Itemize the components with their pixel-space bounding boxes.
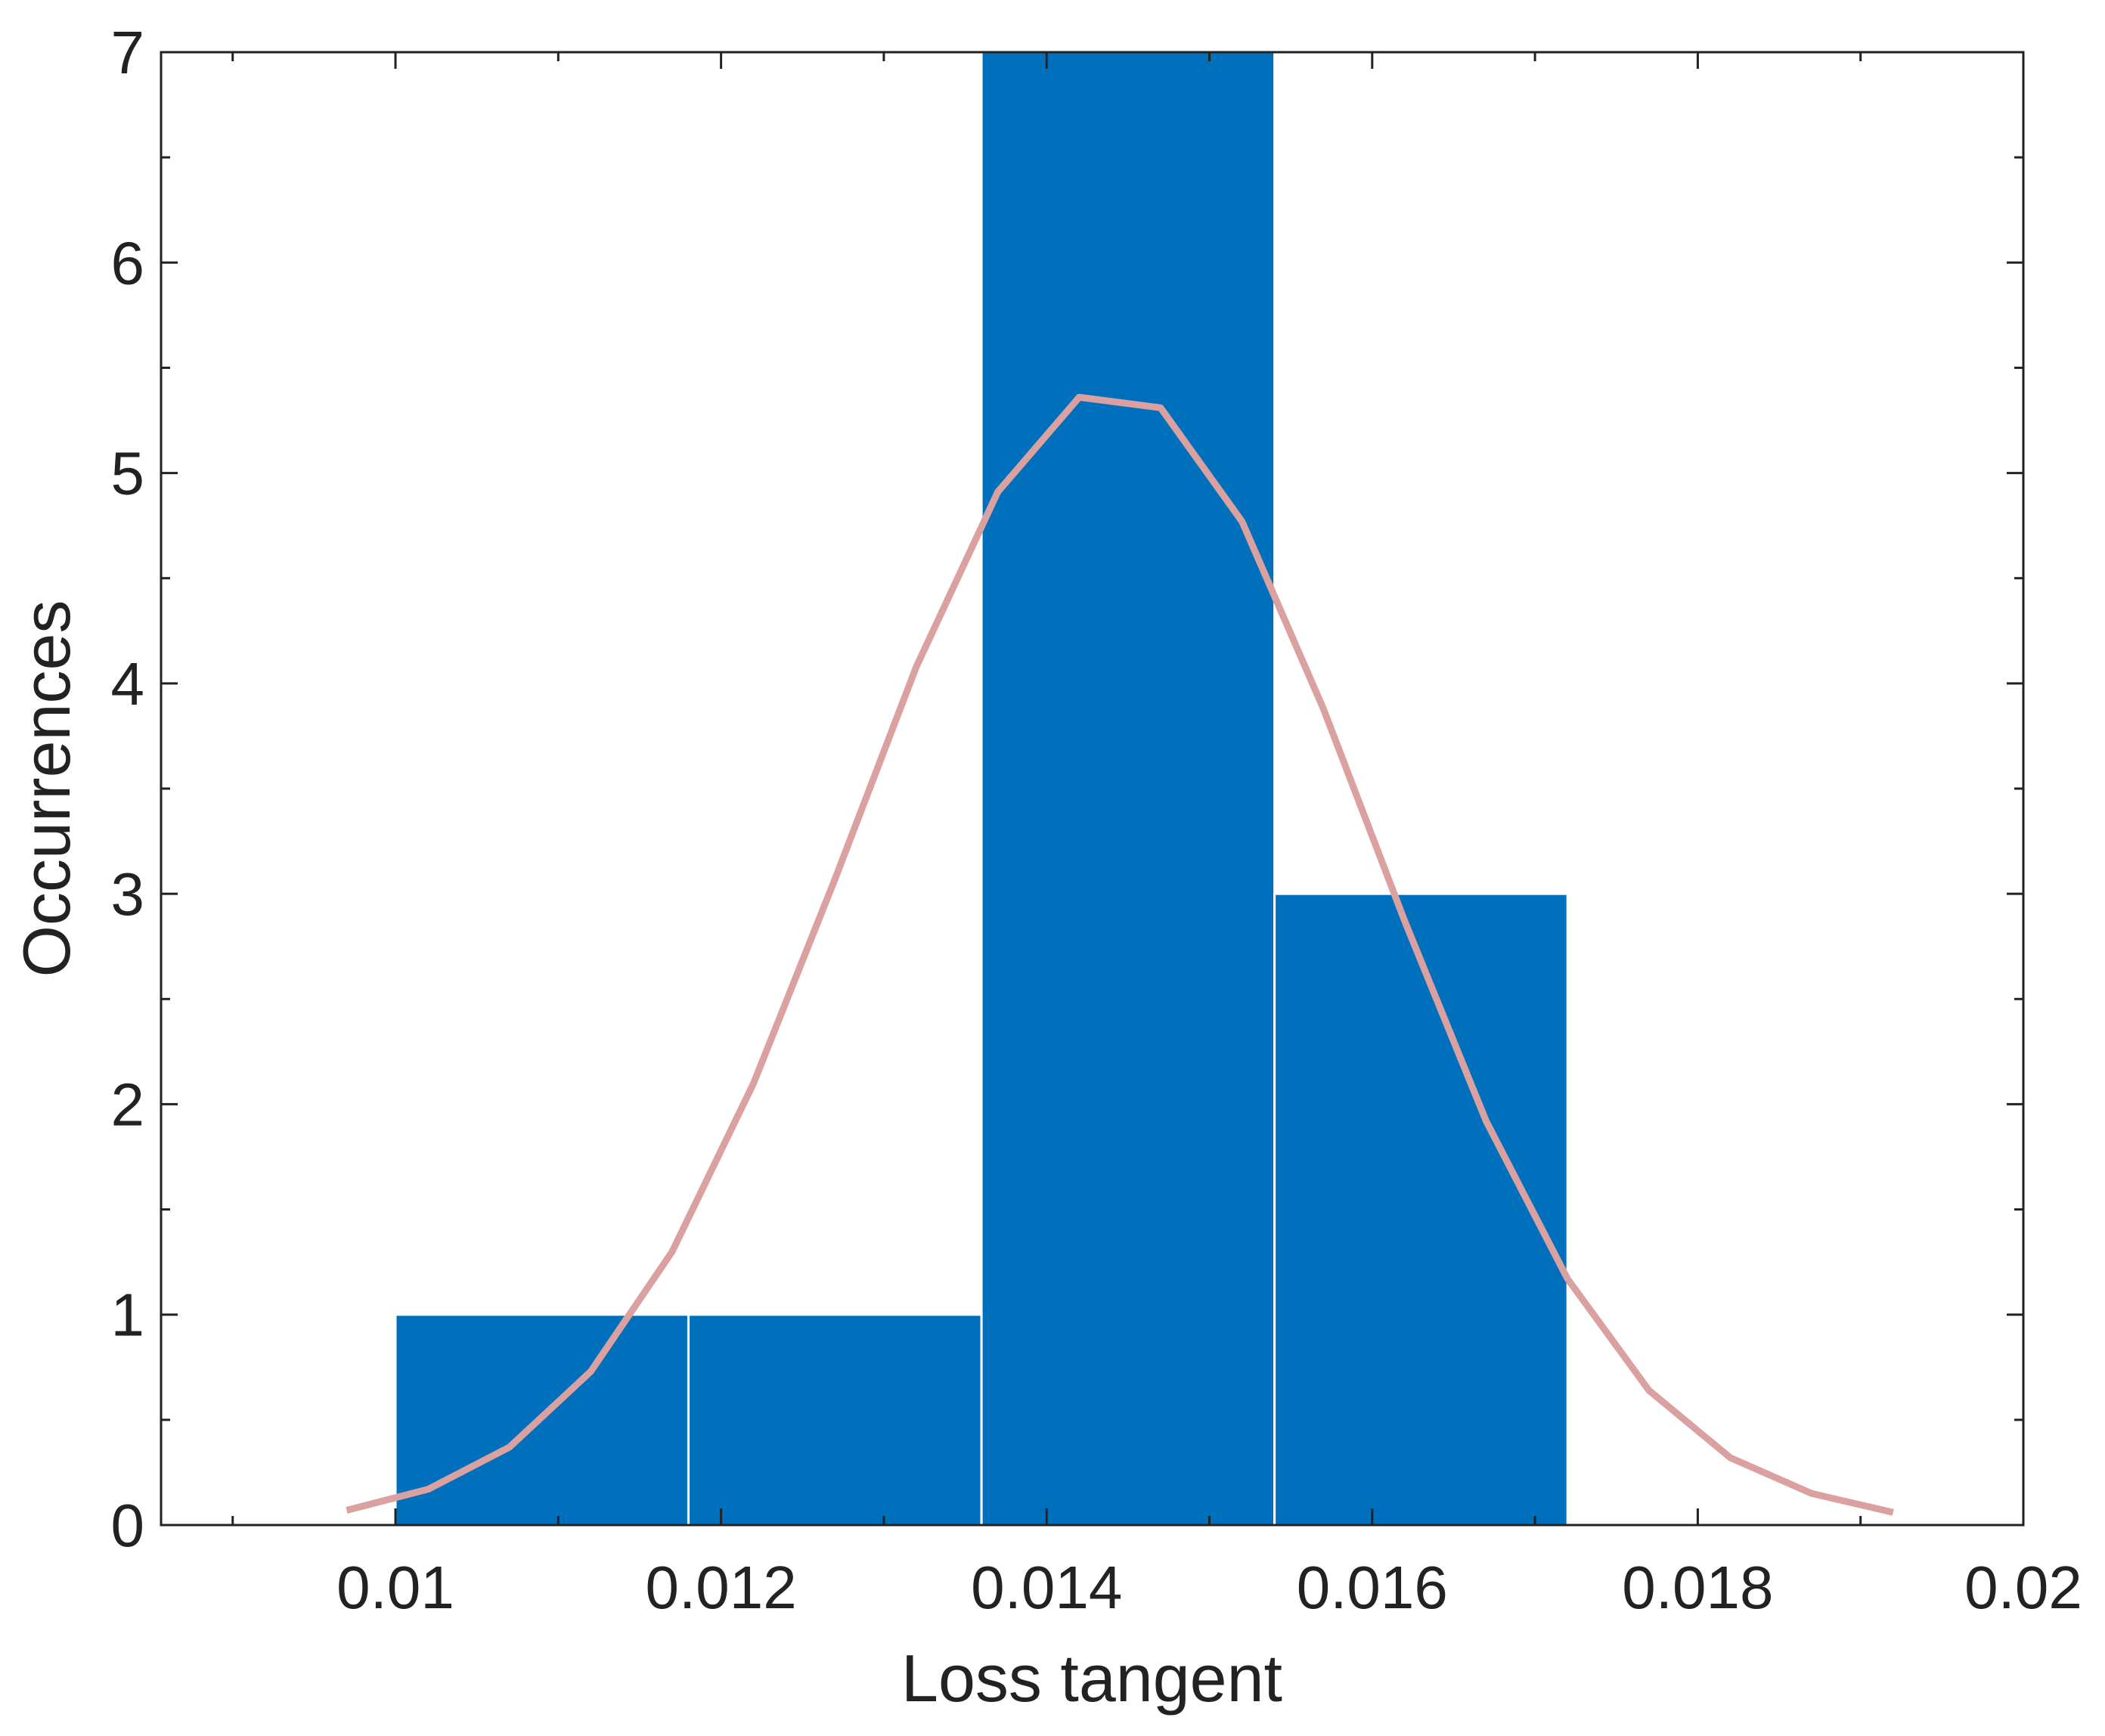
y-tick-label: 0	[111, 1492, 145, 1559]
y-tick-label: 7	[111, 19, 145, 86]
x-tick-label: 0.02	[1964, 1554, 2082, 1621]
x-tick-label: 0.018	[1622, 1554, 1773, 1621]
bar	[1273, 892, 1569, 1527]
fit-curve	[346, 393, 1894, 1516]
y-axis-label: Occurrences	[9, 600, 84, 978]
y-tick-label: 4	[111, 650, 145, 718]
bar	[980, 51, 1276, 1527]
y-tick-label: 5	[111, 440, 145, 507]
y-tick-label: 2	[111, 1071, 145, 1138]
x-tick-label: 0.014	[971, 1554, 1122, 1621]
x-tick-label: 0.012	[646, 1554, 797, 1621]
bar	[687, 1313, 983, 1527]
x-tick-label: 0.01	[336, 1554, 454, 1621]
x-tick-label: 0.016	[1297, 1554, 1448, 1621]
y-tick-label: 1	[111, 1282, 145, 1349]
y-tick-label: 3	[111, 860, 145, 928]
y-tick-label: 6	[111, 229, 145, 296]
x-axis-label: Loss tangent	[901, 1641, 1282, 1716]
